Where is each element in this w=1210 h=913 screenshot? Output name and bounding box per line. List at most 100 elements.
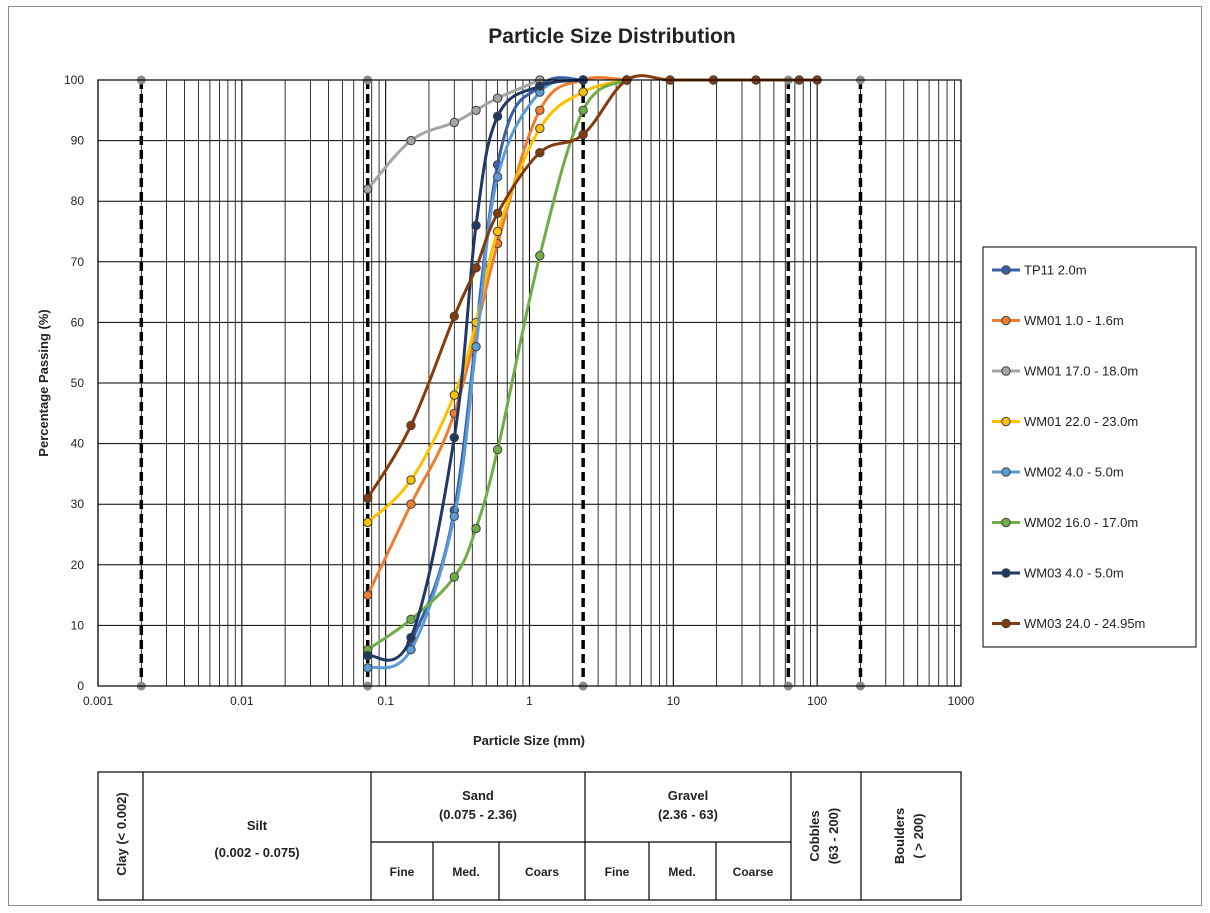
sand-range: (0.075 - 2.36) — [439, 807, 517, 822]
chart-title: Particle Size Distribution — [488, 25, 735, 48]
data-point — [362, 590, 373, 600]
sand-label: Sand — [462, 788, 494, 803]
legend-swatch-marker — [1001, 265, 1011, 275]
legend-entry-label: TP11 2.0m — [1024, 263, 1087, 278]
data-point — [406, 475, 416, 485]
data-point — [492, 208, 503, 219]
legend-entry-label: WM03 4.0 - 5.0m — [1024, 566, 1124, 581]
data-point — [362, 184, 373, 194]
data-point — [449, 117, 459, 128]
data-point — [492, 93, 503, 103]
y-tick-label: 50 — [71, 376, 85, 390]
series-7 — [362, 75, 588, 662]
x-tick-label: 10 — [667, 694, 681, 708]
sand-fine-label: Fine — [390, 865, 415, 879]
x-tick-label: 0.001 — [83, 694, 113, 708]
data-point — [578, 129, 588, 140]
y-tick-label: 100 — [64, 73, 84, 87]
data-point — [471, 220, 481, 231]
cobbles-range: (63 - 200) — [826, 808, 841, 864]
data-point — [362, 651, 373, 661]
data-point — [492, 226, 503, 237]
data-point — [471, 105, 481, 116]
data-point — [449, 432, 459, 443]
chart-frame — [8, 6, 1202, 906]
series-1 — [406, 75, 588, 649]
plot-area-border — [97, 79, 962, 687]
x-tick-label: 100 — [807, 694, 827, 708]
legend-entry-label: WM01 22.0 - 23.0m — [1024, 414, 1138, 429]
clay-label: Clay (< 0.002) — [114, 792, 129, 875]
data-point — [406, 644, 416, 655]
sand-coarse-label: Coars — [525, 865, 559, 879]
legend-swatch-marker — [1001, 315, 1011, 326]
legend-swatch-marker — [1001, 618, 1011, 629]
data-point — [535, 105, 545, 116]
silt-range: (0.002 - 0.075) — [214, 845, 299, 860]
y-tick-label: 90 — [71, 134, 85, 148]
series-line — [367, 78, 584, 670]
gravel-label: Gravel — [668, 788, 708, 803]
data-point — [578, 87, 588, 97]
data-point — [471, 341, 481, 352]
soil-classification-table: Clay (< 0.002) Silt (0.002 - 0.075) Sand… — [97, 771, 962, 901]
x-tick-label: 1 — [526, 694, 533, 708]
data-point — [471, 263, 481, 273]
legend-entry-label: WM02 4.0 - 5.0m — [1024, 465, 1124, 480]
series-6 — [362, 75, 632, 655]
boundary-lines — [136, 75, 865, 691]
data-point — [449, 572, 459, 582]
data-point — [535, 148, 545, 158]
series-5 — [362, 75, 588, 673]
data-point — [449, 511, 459, 522]
classification-border — [97, 771, 962, 901]
legend-swatch-marker — [1001, 517, 1011, 528]
data-point — [362, 517, 373, 528]
data-point — [535, 81, 545, 91]
silt-label: Silt — [247, 818, 268, 833]
data-point — [362, 663, 373, 673]
data-point — [449, 390, 459, 400]
legend-swatch-marker — [1001, 366, 1011, 376]
x-axis-label: Particle Size (mm) — [473, 733, 585, 748]
y-tick-label: 20 — [71, 558, 85, 572]
legend-swatch-marker — [1001, 416, 1011, 427]
data-point — [535, 123, 545, 134]
series-4 — [362, 75, 632, 528]
data-point — [406, 135, 416, 146]
cobbles-label: Cobbles — [807, 810, 822, 861]
data-point — [406, 632, 416, 643]
y-axis-label: Percentage Passing (%) — [36, 309, 51, 456]
gravel-range: (2.36 - 63) — [658, 807, 718, 822]
y-tick-label: 80 — [71, 194, 85, 208]
boulders-range: ( > 200) — [911, 813, 926, 858]
data-point — [406, 499, 416, 509]
data-point — [492, 444, 503, 455]
x-tick-label: 0.1 — [377, 694, 394, 708]
y-tick-label: 30 — [71, 497, 85, 511]
y-tick-label: 10 — [71, 618, 85, 632]
gravel-fine-label: Fine — [605, 865, 630, 879]
series-group — [362, 74, 822, 673]
series-line — [366, 78, 628, 524]
y-tick-labels: 0 10 20 30 40 50 60 70 80 90 100 — [64, 73, 84, 693]
legend-entry-label: WM01 17.0 - 18.0m — [1024, 364, 1138, 379]
legend-entry-label: WM02 16.0 - 17.0m — [1024, 515, 1138, 530]
sand-medium-label: Med. — [452, 865, 479, 879]
y-tick-label: 40 — [71, 437, 85, 451]
data-point — [362, 493, 373, 503]
legend-entry-label: WM03 24.0 - 24.95m — [1024, 616, 1145, 631]
x-tick-label: 0.01 — [230, 694, 254, 708]
data-point — [492, 111, 503, 122]
legend-entry-label: WM01 1.0 - 1.6m — [1024, 313, 1124, 328]
legend-swatch-marker — [1001, 467, 1011, 477]
data-point — [406, 614, 416, 625]
data-point — [449, 311, 459, 322]
series-8 — [362, 74, 822, 503]
grid — [97, 79, 961, 687]
x-tick-label: 1000 — [948, 694, 975, 708]
x-tick-labels: 0.001 0.01 0.1 1 10 100 1000 — [83, 694, 975, 708]
legend-box — [982, 246, 1197, 648]
data-point — [406, 420, 416, 431]
